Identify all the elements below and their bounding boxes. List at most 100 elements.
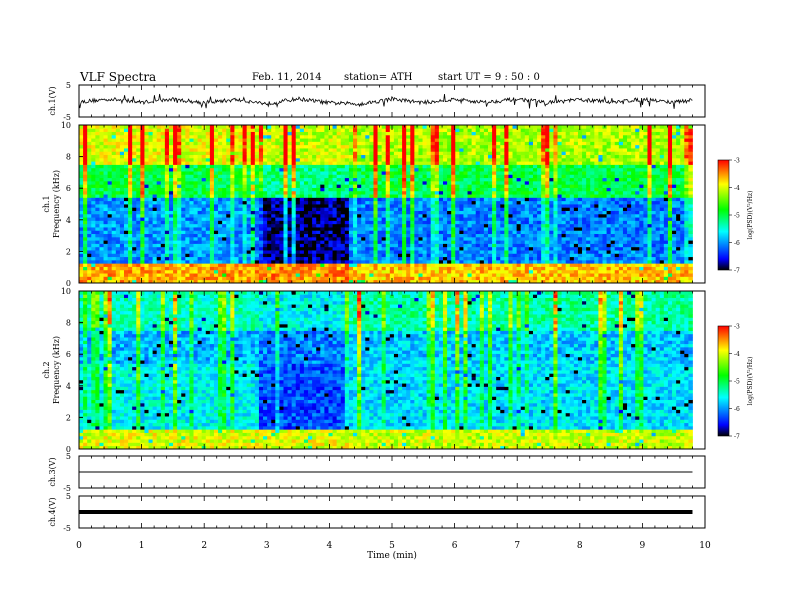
heatmap-cell — [308, 263, 313, 267]
heatmap-cell — [115, 276, 121, 281]
heatmap-cell — [406, 134, 411, 139]
heatmap-cell — [197, 236, 203, 241]
heatmap-cell — [234, 236, 239, 241]
heatmap-cell — [332, 184, 338, 188]
heatmap-cell — [344, 266, 350, 271]
heatmap-cell — [475, 148, 481, 152]
heatmap-cell — [393, 220, 399, 225]
heatmap-cell — [160, 197, 166, 202]
heatmap-cell — [271, 154, 276, 159]
heatmap-cell — [467, 151, 473, 156]
heatmap-cell — [168, 157, 174, 162]
heatmap-cell — [320, 210, 325, 215]
heatmap-cell — [218, 128, 223, 132]
heatmap-cell — [242, 197, 248, 202]
heatmap-cell — [287, 227, 293, 231]
heatmap-cell — [107, 276, 113, 281]
heatmap-cell — [160, 266, 166, 271]
heatmap-cell — [144, 240, 149, 244]
heatmap-cell — [177, 220, 182, 225]
heatmap-cell — [463, 125, 468, 129]
heatmap-cell — [205, 256, 211, 261]
heatmap-cell — [189, 128, 194, 132]
heatmap-cell — [316, 276, 321, 281]
heatmap-cell — [164, 276, 170, 281]
heatmap-cell — [132, 187, 137, 192]
heatmap-cell — [455, 125, 460, 129]
heatmap-cell — [393, 236, 399, 241]
heatmap-cell — [156, 125, 162, 129]
heatmap-cell — [369, 227, 374, 231]
heatmap-cell — [128, 273, 133, 277]
heatmap-cell — [279, 164, 284, 169]
heatmap-cell — [173, 273, 178, 277]
heatmap-cell — [385, 128, 391, 132]
heatmap-cell — [393, 141, 399, 146]
heatmap-cell — [144, 141, 149, 146]
heatmap-cell — [238, 246, 243, 251]
heatmap-cell — [475, 207, 481, 211]
heatmap-cell — [123, 151, 129, 156]
heatmap-cell — [271, 220, 276, 225]
heatmap-cell — [136, 223, 141, 228]
heatmap-cell — [164, 213, 170, 218]
heatmap-cell — [348, 180, 354, 185]
heatmap-cell — [365, 174, 370, 179]
heatmap-cell — [205, 236, 211, 241]
heatmap-cell — [189, 154, 194, 159]
heatmap-cell — [340, 167, 346, 172]
heatmap-cell — [398, 233, 403, 238]
heatmap-cell — [111, 253, 117, 258]
heatmap-cell — [479, 171, 485, 175]
heatmap-cell — [230, 134, 235, 139]
heatmap-cell — [160, 243, 166, 248]
heatmap-cell — [83, 187, 88, 192]
heatmap-cell — [156, 161, 162, 165]
heatmap-cell — [451, 141, 456, 146]
heatmap-cell — [402, 217, 407, 221]
heatmap-cell — [201, 131, 207, 136]
heatmap-cell — [308, 134, 313, 139]
heatmap-cell — [303, 151, 309, 156]
heatmap-cell — [79, 164, 84, 169]
heatmap-cell — [213, 220, 219, 225]
heatmap-cell — [238, 180, 243, 185]
heatmap-cell — [324, 177, 329, 182]
heatmap-cell — [487, 269, 493, 274]
heatmap-cell — [197, 217, 203, 221]
heatmap-cell — [218, 125, 223, 129]
heatmap-cell — [79, 171, 84, 175]
heatmap-cell — [467, 207, 473, 211]
heatmap-cell — [410, 223, 415, 228]
heatmap-cell — [357, 180, 362, 185]
heatmap-cell — [164, 253, 170, 258]
heatmap-cell — [177, 177, 182, 182]
heatmap-cell — [246, 161, 252, 165]
heatmap-cell — [332, 259, 338, 264]
heatmap-cell — [119, 154, 125, 159]
heatmap-cell — [267, 180, 272, 185]
heatmap-cell — [222, 240, 227, 244]
heatmap-cell — [181, 157, 186, 162]
heatmap-cell — [107, 256, 113, 261]
heatmap-cell — [316, 233, 321, 238]
heatmap-cell — [369, 273, 374, 277]
heatmap-cell — [336, 217, 342, 221]
heatmap-cell — [189, 200, 194, 205]
heatmap-cell — [107, 184, 113, 188]
heatmap-cell — [389, 164, 395, 169]
heatmap-cell — [389, 141, 395, 146]
heatmap-cell — [254, 157, 260, 162]
heatmap-cell — [377, 236, 383, 241]
heatmap-cell — [173, 180, 178, 185]
heatmap-cell — [357, 230, 362, 235]
heatmap-cell — [173, 276, 178, 281]
heatmap-cell — [254, 131, 260, 136]
heatmap-cell — [373, 134, 378, 139]
heatmap-cell — [336, 197, 342, 202]
heatmap-cell — [340, 220, 346, 225]
heatmap-cell — [193, 138, 199, 142]
heatmap-cell — [459, 174, 464, 179]
heatmap-cell — [398, 161, 403, 165]
heatmap-cell — [152, 154, 158, 159]
